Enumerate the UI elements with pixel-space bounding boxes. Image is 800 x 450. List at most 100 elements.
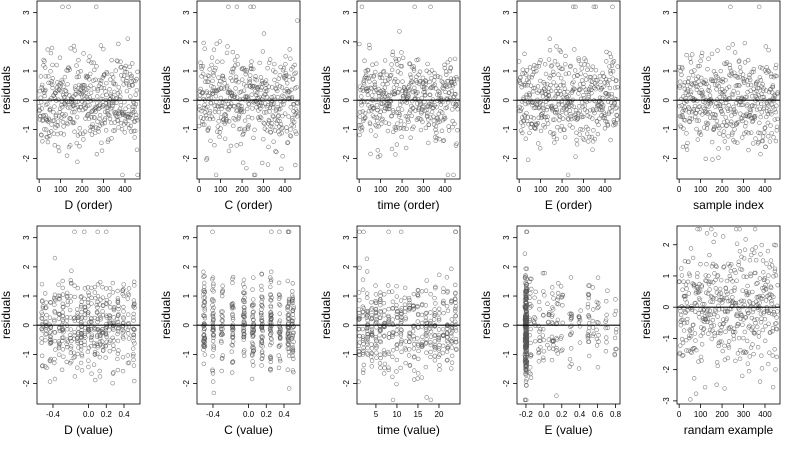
data-point [241, 65, 246, 71]
y-tick-label: -2 [342, 379, 351, 387]
data-point [216, 75, 221, 80]
data-point [62, 74, 68, 80]
data-point [374, 317, 379, 323]
data-point [244, 165, 249, 171]
data-point [567, 357, 573, 362]
data-point [724, 60, 730, 65]
data-point [58, 131, 64, 136]
data-point [603, 319, 608, 324]
data-point [276, 106, 282, 112]
data-point [293, 107, 299, 112]
data-point [76, 58, 81, 63]
data-point [441, 138, 446, 144]
data-point [516, 59, 522, 64]
data-point [261, 136, 266, 142]
data-point [255, 86, 260, 91]
data-point [63, 88, 68, 93]
data-point [704, 308, 710, 313]
data-point [57, 326, 62, 331]
data-point [71, 350, 77, 355]
data-point [524, 68, 530, 73]
data-point [766, 273, 771, 278]
data-point [710, 78, 716, 84]
data-point [447, 83, 452, 89]
data-point [690, 305, 695, 311]
data-point [549, 63, 554, 68]
data-point [93, 125, 99, 130]
data-point [454, 340, 459, 345]
data-point [605, 123, 611, 128]
data-point [524, 229, 529, 235]
data-point [418, 127, 424, 133]
data-point [444, 275, 450, 280]
data-point [757, 120, 762, 126]
data-point [678, 343, 683, 348]
data-point [268, 342, 273, 348]
data-point [86, 327, 91, 332]
data-point [680, 287, 685, 292]
data-point [220, 289, 225, 294]
data-point [769, 263, 775, 268]
data-point [88, 83, 93, 88]
data-point [762, 130, 767, 135]
data-point [72, 229, 77, 235]
data-point [720, 348, 725, 354]
data-point [596, 333, 601, 338]
data-point [733, 109, 738, 114]
data-point [251, 309, 256, 314]
data-point [41, 113, 46, 118]
data-point [408, 135, 413, 140]
y-tick-label: 3 [22, 235, 31, 240]
data-point [772, 312, 777, 317]
data-point [534, 63, 539, 69]
data-point [86, 77, 92, 82]
data-point [375, 154, 381, 160]
data-point [235, 54, 240, 59]
data-point [373, 133, 378, 138]
data-point [293, 70, 298, 76]
data-point [250, 310, 256, 315]
data-point [453, 304, 459, 309]
data-point [555, 317, 561, 323]
data-point [52, 376, 58, 382]
data-point [210, 368, 215, 374]
data-point [120, 172, 125, 178]
data-point [765, 361, 771, 367]
data-point [741, 97, 746, 102]
data-point [43, 319, 48, 325]
data-point [614, 78, 619, 83]
data-point [259, 311, 264, 316]
data-point [279, 166, 284, 172]
data-point [60, 278, 65, 284]
data-point [697, 297, 703, 303]
data-point [524, 397, 529, 403]
data-point [718, 298, 723, 303]
data-point [546, 57, 552, 62]
data-point [545, 114, 550, 119]
data-point [427, 92, 433, 98]
data-point [49, 45, 55, 51]
data-point [49, 122, 54, 127]
data-point [453, 308, 458, 314]
data-point [273, 69, 278, 75]
data-point [242, 128, 247, 133]
data-point [407, 306, 412, 311]
data-point [530, 100, 536, 106]
data-point [132, 341, 137, 346]
data-point [554, 393, 559, 398]
data-point [69, 338, 74, 344]
data-point [115, 356, 120, 362]
data-point [216, 119, 221, 124]
data-point [357, 114, 362, 119]
plot-frame [516, 225, 621, 405]
data-point [726, 339, 732, 344]
data-point [399, 134, 404, 140]
y-tick-label: 0 [342, 97, 351, 102]
data-point [61, 304, 66, 309]
data-point [600, 95, 605, 101]
data-point [774, 103, 779, 108]
data-point [288, 56, 293, 61]
data-point [88, 335, 94, 340]
data-point [121, 110, 126, 115]
